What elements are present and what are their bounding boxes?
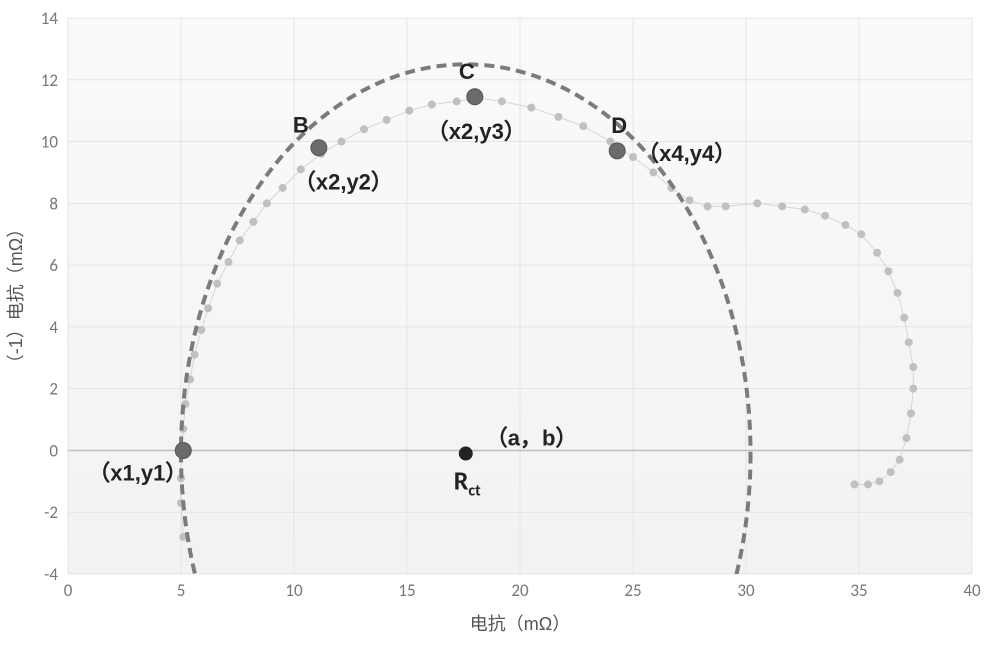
scatter-marker [857,230,865,238]
scatter-marker [213,280,221,288]
scatter-marker [902,434,910,442]
center-point [459,447,473,461]
point-name-b: B [293,113,309,138]
scatter-marker [649,168,657,176]
scatter-marker [821,212,829,220]
scatter-marker [263,199,271,207]
x-tick-label: 40 [963,580,981,601]
y-tick-label: 14 [41,8,59,29]
x-tick-label: 10 [285,580,303,601]
scatter-marker [900,314,908,322]
scatter-marker [887,468,895,476]
y-tick-label: 12 [41,70,58,91]
scatter-marker [864,480,872,488]
scatter-marker [498,97,506,105]
scatter-marker [875,477,883,485]
y-axis-label: （-1）电抗（mΩ） [6,220,26,372]
scatter-marker [197,326,205,334]
scatter-marker [453,97,461,105]
scatter-marker [801,206,809,214]
x-tick-label: 5 [177,580,186,601]
point-coord-c: （x2,y3） [427,119,526,144]
scatter-marker [236,236,244,244]
scatter-marker [778,202,786,210]
y-tick-label: 8 [49,193,58,214]
point-name-d: D [611,113,627,138]
scatter-marker [579,122,587,130]
scatter-marker [686,196,694,204]
scatter-marker [850,480,858,488]
y-tick-label: 10 [41,132,59,153]
x-tick-label: 0 [64,580,73,601]
y-tick-label: 2 [49,379,58,400]
x-tick-label: 30 [737,580,755,601]
scatter-marker [884,267,892,275]
scatter-marker [909,385,917,393]
y-tick-label: 6 [49,255,58,276]
scatter-marker [383,116,391,124]
labeled-point-d [609,143,625,159]
scatter-marker [405,107,413,115]
scatter-marker [909,363,917,371]
x-tick-label: 25 [624,580,641,601]
scatter-marker [873,249,881,257]
scatter-marker [704,202,712,210]
center-ab-label: （a，b） [486,426,578,451]
labeled-point-a [175,442,191,458]
scatter-marker [629,153,637,161]
point-name-c: C [459,59,475,84]
scatter-marker [204,304,212,312]
labeled-point-c [467,89,483,105]
scatter-marker [722,202,730,210]
scatter-marker [893,289,901,297]
x-tick-label: 35 [850,580,867,601]
scatter-marker [249,218,257,226]
scatter-marker [554,113,562,121]
point-coord-a: （x1,y1） [88,460,187,485]
scatter-marker [841,221,849,229]
scatter-marker [527,104,535,112]
scatter-marker [907,409,915,417]
scatter-marker [337,138,345,146]
x-tick-label: 20 [511,580,529,601]
scatter-marker [224,258,232,266]
x-tick-label: 15 [398,580,415,601]
scatter-marker [905,338,913,346]
scatter-marker [428,100,436,108]
scatter-marker [279,184,287,192]
scatter-marker [753,199,761,207]
labeled-point-b [311,140,327,156]
scatter-marker [360,125,368,133]
y-tick-label: 0 [49,440,58,461]
y-tick-label: -4 [44,564,58,585]
point-coord-b: （x2,y2） [294,170,393,195]
scatter-marker [896,456,904,464]
y-tick-label: -2 [44,502,58,523]
point-coord-d: （x4,y4） [637,141,736,166]
x-axis-label: 电抗（mΩ） [470,614,570,634]
y-tick-label: 4 [49,317,58,338]
